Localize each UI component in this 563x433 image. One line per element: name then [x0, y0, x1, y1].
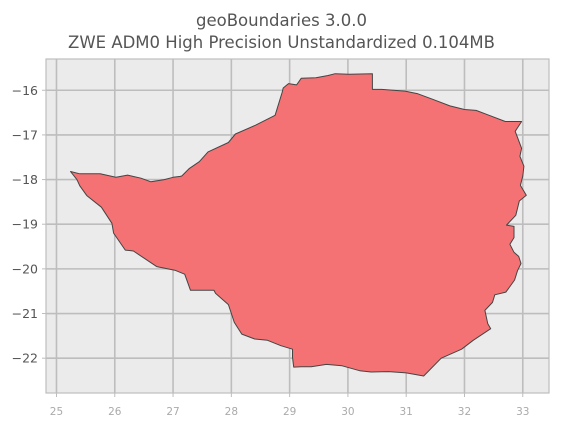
y-tick-label: −19: [12, 217, 38, 232]
plot-frame: [45, 58, 550, 394]
x-tick-label: 26: [108, 406, 122, 418]
x-tick-label: 28: [225, 406, 238, 418]
x-tick-label: 31: [400, 406, 413, 418]
x-tick-label: 30: [341, 406, 354, 418]
chart-subtitle: ZWE ADM0 High Precision Unstandardized 0…: [68, 33, 495, 52]
x-tick-label: 33: [516, 406, 529, 418]
y-tick-label: −17: [12, 127, 38, 142]
y-tick-label: −21: [12, 306, 38, 321]
y-tick-label: −16: [12, 83, 38, 98]
y-tick-label: −18: [12, 172, 38, 187]
y-tick-label: −20: [12, 261, 38, 276]
chart-title: geoBoundaries 3.0.0: [196, 11, 367, 30]
x-tick-label: 32: [458, 406, 471, 418]
x-tick-label: 29: [283, 406, 296, 418]
country-boundary-zwe: [70, 73, 527, 377]
y-tick-label: −22: [12, 351, 38, 366]
x-tick-label: 27: [166, 406, 179, 418]
x-tick-label: 25: [50, 406, 63, 418]
